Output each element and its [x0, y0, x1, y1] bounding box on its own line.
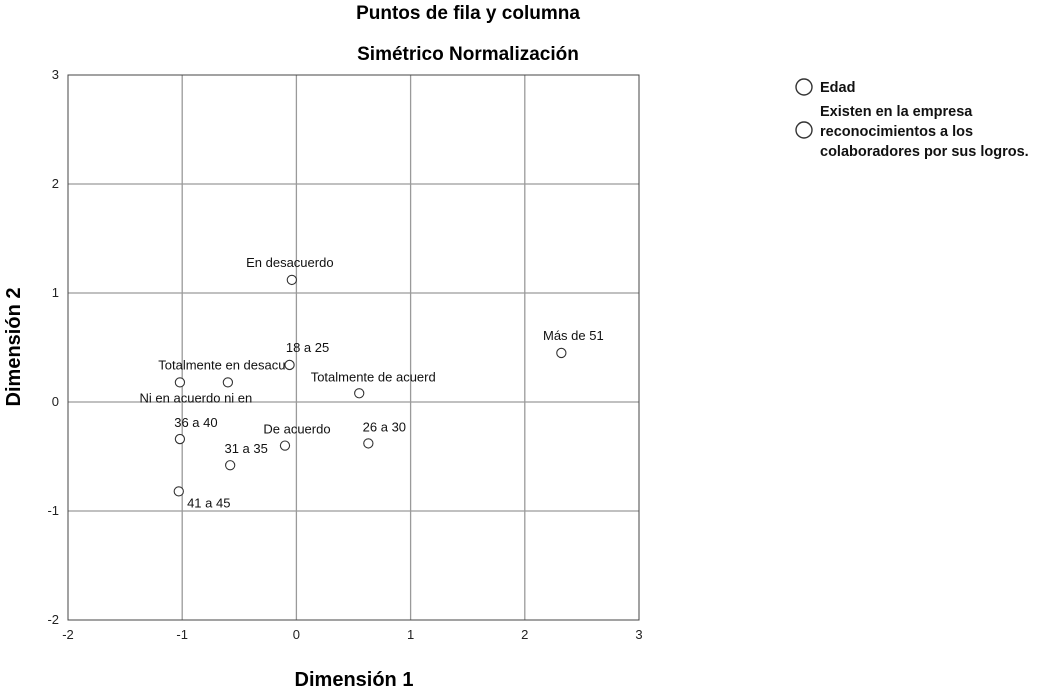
plot-frame: [67, 74, 640, 621]
point-26-a-30: [363, 438, 374, 449]
legend-marker-edad: [795, 78, 813, 96]
point-de-acuerdo: [279, 440, 291, 451]
legend-label-edad: Edad: [820, 80, 855, 96]
point-mas-de-51: [556, 347, 567, 359]
legend: Edad Existen en la empresa reconocimient…: [795, 78, 1029, 160]
point-ni-en-acuerdo-ni-en: [174, 377, 186, 388]
y-tick-label: 3: [52, 67, 59, 82]
point-totalmente-de-acuerd: [354, 388, 365, 399]
x-tick-label: 2: [521, 627, 528, 642]
legend-marker-reconocimientos: [795, 121, 813, 139]
x-tick-label: 1: [407, 627, 414, 642]
y-tick-label: 1: [52, 285, 59, 300]
chart-title: Puntos de fila y columna: [356, 3, 580, 24]
point-label-36-a-40: 36 a 40: [174, 415, 217, 430]
y-tick-labels: -2 -1 0 1 2 3: [47, 67, 59, 627]
point-label-totalmente-en-desacu: Totalmente en desacu: [158, 357, 285, 372]
point-label-totalmente-de-acuerd: Totalmente de acuerd: [311, 369, 436, 384]
grid-lines: [68, 75, 639, 620]
y-tick-label: 2: [52, 176, 59, 191]
point-label-26-a-30: 26 a 30: [363, 419, 406, 434]
legend-label-reconocimientos-line-2: reconocimientos a los: [820, 124, 973, 140]
chart-subtitle: Simétrico Normalización: [357, 44, 579, 65]
y-axis-title: Dimensión 2: [3, 288, 25, 407]
point-label-31-a-35: 31 a 35: [224, 441, 267, 456]
y-tick-label: -1: [47, 503, 59, 518]
point-36-a-40: [174, 433, 186, 445]
point-label-mas-de-51: Más de 51: [543, 328, 604, 343]
x-tick-label: -1: [176, 627, 188, 642]
point-label-41-a-45: 41 a 45: [187, 495, 230, 510]
y-tick-label: 0: [52, 394, 59, 409]
data-point-labels: 18 a 25 26 a 30 31 a 35 36 a 40 41 a 45 Más d…: [140, 255, 604, 510]
plot-area: -2 -1 0 1 2 3 -2 -1 0 1 2 3 18 a 25 26 a 30 31 a 35 3…: [47, 67, 642, 642]
x-axis-title: Dimensión 1: [295, 669, 414, 688]
point-label-en-desacuerdo: En desacuerdo: [246, 255, 333, 270]
point-31-a-35: [225, 460, 236, 471]
point-label-de-acuerdo: De acuerdo: [263, 422, 330, 437]
point-18-a-25: [284, 359, 295, 371]
x-tick-label: 0: [293, 627, 300, 642]
legend-label-reconocimientos-line-3: colaboradores por sus logros.: [820, 144, 1029, 160]
point-label-18-a-25: 18 a 25: [286, 340, 329, 355]
point-41-a-45: [173, 486, 184, 497]
x-tick-label: -2: [62, 627, 74, 642]
y-tick-label: -2: [47, 612, 59, 627]
data-points: [173, 274, 567, 497]
point-label-ni-en-acuerdo-ni-en: Ni en acuerdo ni en: [140, 390, 253, 405]
point-totalmente-en-desacu: [222, 377, 234, 388]
x-tick-labels: -2 -1 0 1 2 3: [62, 627, 642, 642]
legend-label-reconocimientos-line-1: Existen en la empresa: [820, 104, 973, 120]
point-en-desacuerdo: [286, 274, 297, 286]
x-tick-label: 3: [635, 627, 642, 642]
